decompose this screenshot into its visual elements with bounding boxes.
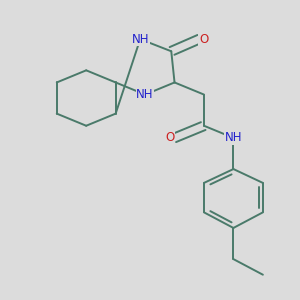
Text: O: O xyxy=(165,131,175,144)
Text: O: O xyxy=(199,33,208,46)
Text: NH: NH xyxy=(225,131,242,144)
Text: NH: NH xyxy=(136,88,154,101)
Text: NH: NH xyxy=(131,33,149,46)
